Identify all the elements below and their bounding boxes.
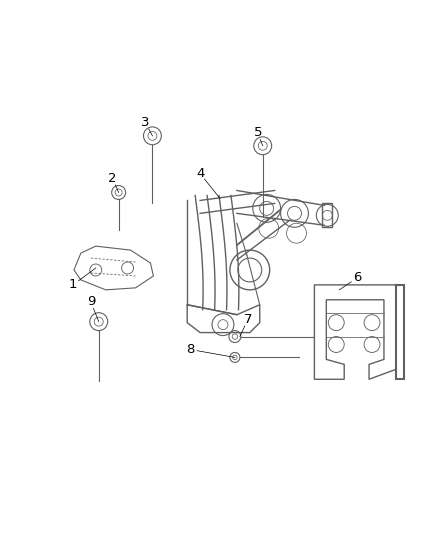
Text: 1: 1 [69, 278, 77, 292]
Text: 5: 5 [254, 126, 262, 139]
Text: 3: 3 [141, 116, 150, 130]
Bar [396, 285, 404, 379]
Text: 7: 7 [244, 313, 252, 326]
Text: 8: 8 [186, 343, 194, 356]
Text: 6: 6 [353, 271, 361, 285]
Text: 4: 4 [196, 167, 204, 180]
Text: 2: 2 [109, 172, 117, 185]
Text: 9: 9 [87, 295, 95, 308]
